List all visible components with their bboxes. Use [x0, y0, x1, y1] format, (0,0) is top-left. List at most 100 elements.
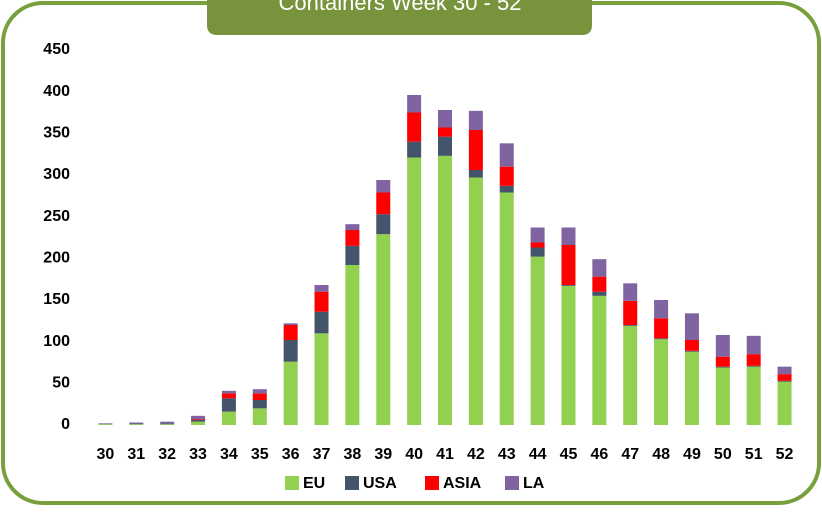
bar-segment — [530, 227, 545, 243]
bar-segment — [777, 381, 792, 425]
bar-segment — [438, 136, 452, 156]
x-tick-label: 48 — [652, 446, 670, 463]
x-tick-label: 30 — [97, 446, 115, 463]
bar-segment — [592, 291, 607, 296]
bar-segment — [561, 285, 576, 286]
x-tick-label: 31 — [127, 446, 145, 463]
chart-title: Containers Week 30 - 52 — [279, 0, 522, 15]
bar-segment — [715, 356, 730, 367]
legend-swatch — [345, 476, 359, 490]
bar-segment — [592, 295, 607, 425]
bar-segment — [530, 247, 545, 257]
bar-segment — [376, 214, 391, 235]
x-tick-label: 36 — [282, 446, 300, 463]
bar-segment — [345, 224, 360, 230]
bar-segment — [345, 245, 360, 265]
bar-segment — [746, 354, 761, 366]
bar-segment — [221, 390, 236, 394]
legend-swatch — [285, 476, 299, 490]
bar-segment — [221, 393, 236, 399]
bar-segment — [407, 141, 422, 158]
bar-segment — [191, 420, 206, 422]
bar-segment — [314, 285, 329, 292]
bar-segment — [654, 300, 669, 319]
bar-segment — [160, 424, 175, 425]
bar-segment — [376, 180, 391, 193]
title-tab — [207, 0, 592, 35]
bar-segment — [468, 177, 483, 425]
bar-segment — [684, 350, 699, 352]
bar-segment — [499, 166, 514, 186]
bar-segment — [561, 227, 576, 245]
bar-segment — [438, 127, 452, 137]
y-tick-label: 0 — [61, 416, 70, 433]
bar-segment — [623, 283, 638, 301]
bar-segment — [592, 276, 607, 292]
bar-segment — [191, 419, 206, 420]
bar-segment — [499, 143, 514, 167]
y-tick-label: 450 — [43, 41, 70, 58]
x-tick-label: 41 — [436, 446, 454, 463]
x-tick-label: 47 — [621, 446, 639, 463]
x-tick-label: 46 — [590, 446, 608, 463]
bar-segment — [561, 245, 576, 285]
bar-segment — [160, 423, 175, 425]
x-tick-label: 32 — [158, 446, 176, 463]
x-tick-label: 37 — [313, 446, 331, 463]
y-tick-label: 100 — [43, 333, 70, 350]
x-tick-label: 40 — [405, 446, 423, 463]
bar-segment — [684, 340, 699, 351]
bar-segment — [314, 311, 329, 334]
bar-segment — [777, 366, 792, 375]
bar-segment — [191, 415, 206, 420]
bar-segment — [129, 423, 144, 425]
bar-segment — [746, 365, 761, 367]
x-tick-label: 51 — [745, 446, 763, 463]
bar-segment — [221, 398, 236, 412]
bar-segment — [283, 325, 298, 340]
bar-segment — [345, 265, 360, 425]
bar-segment — [314, 333, 329, 425]
x-tick-label: 50 — [714, 446, 732, 463]
y-tick-label: 50 — [52, 375, 70, 392]
bar-segment — [654, 318, 669, 339]
bar-segment — [252, 400, 267, 409]
y-tick-label: 150 — [43, 291, 70, 308]
legend-label: EU — [303, 475, 325, 492]
y-tick-label: 300 — [43, 166, 70, 183]
bar-segment — [98, 423, 113, 425]
bar-segment — [623, 325, 638, 425]
y-tick-label: 400 — [43, 83, 70, 100]
bar-segment — [376, 234, 391, 425]
x-tick-label: 44 — [529, 446, 547, 463]
bar-segment — [468, 130, 483, 170]
bar-segment — [746, 335, 761, 355]
y-tick-label: 250 — [43, 208, 70, 225]
legend-swatch — [505, 476, 519, 490]
bar-segment — [715, 366, 730, 368]
x-tick-label: 52 — [776, 446, 794, 463]
bar-segment — [345, 230, 360, 246]
bar-segment — [561, 285, 576, 425]
bar-segment — [407, 157, 422, 425]
legend-label: ASIA — [443, 475, 482, 492]
x-tick-label: 38 — [343, 446, 361, 463]
bar-segment — [623, 300, 638, 325]
bar-segment — [592, 259, 607, 277]
bar-segment — [252, 393, 267, 400]
bar-segment — [530, 242, 545, 248]
bar-segment — [438, 110, 452, 128]
bar-segment — [777, 380, 792, 382]
legend-swatch — [425, 476, 439, 490]
bar-segment — [283, 361, 298, 425]
x-tick-label: 33 — [189, 446, 207, 463]
bar-segment — [407, 95, 422, 113]
bar-segment — [684, 351, 699, 425]
bar-segment — [623, 325, 638, 326]
bar-segment — [160, 421, 175, 424]
bar-segment — [746, 366, 761, 425]
bar-segment — [191, 421, 206, 425]
x-tick-label: 43 — [498, 446, 516, 463]
bar-segment — [314, 291, 329, 312]
bar-segment — [499, 192, 514, 425]
